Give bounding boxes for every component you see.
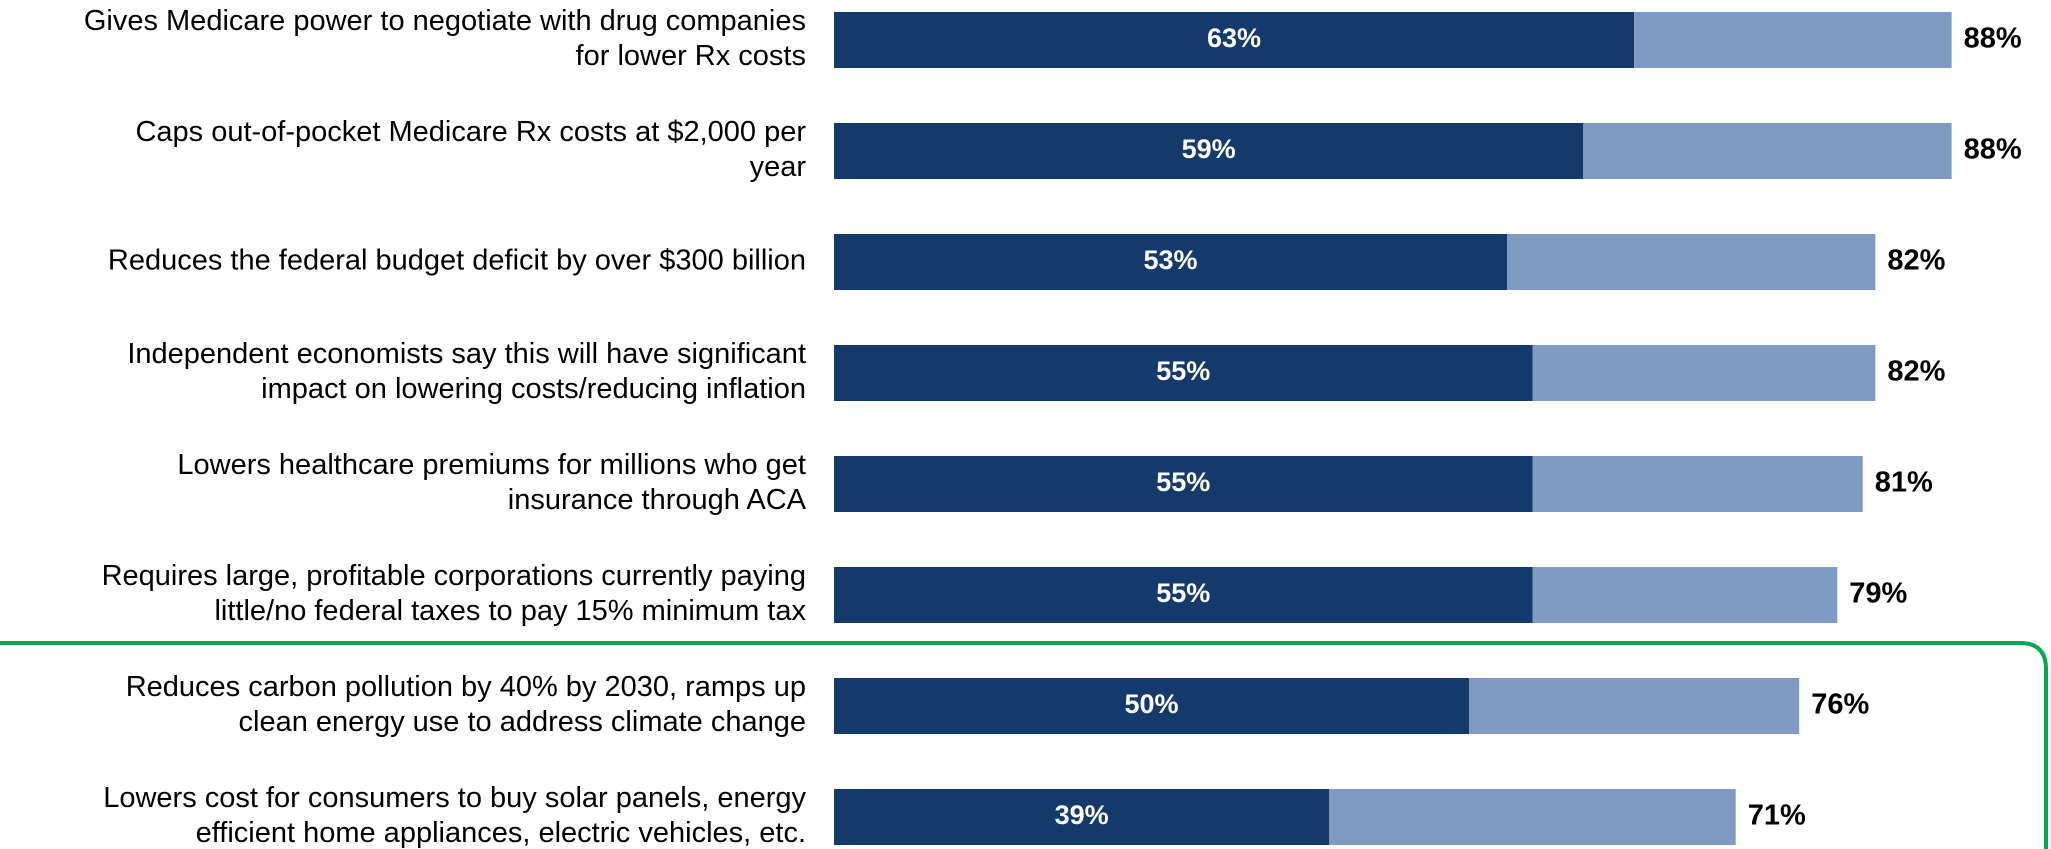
bar-segment <box>1532 456 1863 512</box>
bar-value-label: 53% <box>1144 245 1198 275</box>
category-label: Gives Medicare power to negotiate with d… <box>84 5 806 37</box>
bar-segment <box>834 789 1330 845</box>
bar-segment <box>834 678 1469 734</box>
category-label: Reduces carbon pollution by 40% by 2030,… <box>126 671 806 703</box>
total-label: 88% <box>1964 134 2022 166</box>
category-label: Lowers cost for consumers to buy solar p… <box>103 782 806 814</box>
bar-value-label: 39% <box>1055 800 1109 830</box>
bar-segment <box>1532 567 1838 623</box>
total-label: 82% <box>1887 245 1945 277</box>
bar-segment <box>834 567 1533 623</box>
bar-segment <box>1583 123 1952 179</box>
category-label: Independent economists say this will hav… <box>127 338 806 370</box>
category-label: insurance through ACA <box>508 484 807 516</box>
category-label: Lowers healthcare premiums for millions … <box>177 449 806 481</box>
bar-segment <box>834 12 1635 68</box>
category-label: little/no federal taxes to pay 15% minim… <box>214 595 806 627</box>
category-label: year <box>750 151 807 183</box>
category-label: impact on lowering costs/reducing inflat… <box>261 373 806 405</box>
bar-segment <box>834 345 1533 401</box>
bar-segment <box>1634 12 1952 68</box>
bar-segment <box>1507 234 1876 290</box>
total-label: 79% <box>1849 578 1907 610</box>
bar-segment <box>1532 345 1876 401</box>
bar-value-label: 50% <box>1124 689 1178 719</box>
category-label: clean energy use to address climate chan… <box>239 706 806 738</box>
divider-line <box>0 641 2048 849</box>
bar-segment <box>834 456 1533 512</box>
category-label: Requires large, profitable corporations … <box>102 560 806 592</box>
bar-value-label: 55% <box>1156 578 1210 608</box>
bar-segment <box>1469 678 1800 734</box>
category-label: for lower Rx costs <box>576 40 806 72</box>
bar-segment <box>1329 789 1736 845</box>
bar-value-label: 55% <box>1156 356 1210 386</box>
bar-value-label: 55% <box>1156 467 1210 497</box>
bar-value-label: 59% <box>1182 134 1236 164</box>
total-label: 81% <box>1875 467 1933 499</box>
total-label: 71% <box>1748 800 1806 832</box>
bar-value-label: 63% <box>1207 23 1261 53</box>
total-label: 76% <box>1811 689 1869 721</box>
category-label: efficient home appliances, electric vehi… <box>196 817 806 849</box>
total-label: 88% <box>1964 23 2022 55</box>
category-label: Reduces the federal budget deficit by ov… <box>108 245 806 277</box>
total-label: 82% <box>1887 356 1945 388</box>
bar-segment <box>834 234 1508 290</box>
category-label: Caps out-of-pocket Medicare Rx costs at … <box>135 116 806 148</box>
bar-segment <box>834 123 1584 179</box>
